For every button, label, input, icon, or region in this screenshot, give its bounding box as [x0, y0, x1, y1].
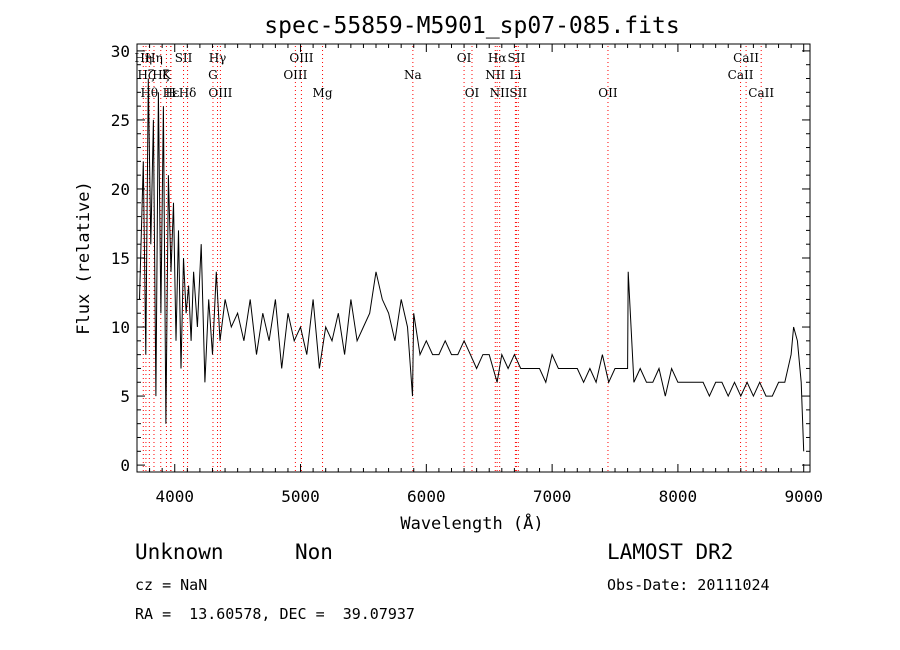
line-marker-label: SII	[175, 51, 193, 65]
x-tick-label: 5000	[281, 487, 320, 506]
line-marker-label: CaII	[728, 68, 754, 82]
x-tick-label: 4000	[155, 487, 194, 506]
line-marker-label: CaII	[733, 51, 759, 65]
coordinates: RA = 13.60578, DEC = 39.07937	[135, 605, 415, 623]
line-marker-label: OIII	[283, 68, 307, 82]
line-marker-label: Hα	[488, 51, 507, 65]
line-marker-label: OII	[598, 86, 618, 100]
y-axis-ticks: 0 5 10 15 20 25 30	[111, 42, 810, 475]
x-tick-label: 6000	[407, 487, 446, 506]
line-marker-label: Li	[509, 68, 521, 82]
line-marker-label: Na	[404, 68, 422, 82]
y-tick-label: 20	[111, 180, 130, 199]
subclass-label: Non	[295, 540, 333, 564]
line-marker-label: Mg	[313, 86, 333, 100]
line-marker-label: Hη	[134, 51, 152, 65]
line-marker-label: OIII	[208, 86, 232, 100]
x-axis-label: Wavelength (Å)	[400, 512, 543, 534]
x-tick-label: 9000	[784, 487, 823, 506]
y-tick-label: 10	[111, 318, 130, 337]
x-tick-label: 7000	[533, 487, 572, 506]
line-marker-label: Hγ	[209, 51, 227, 65]
y-tick-label: 25	[111, 111, 130, 130]
line-marker-label: Hε	[163, 86, 180, 100]
line-marker-label: OI	[457, 51, 472, 65]
survey-label: LAMOST DR2	[607, 540, 734, 564]
emission-line-labels: HηHζHθHηHζKHHεSIIHδGHγOIIIOIIIOIIIMgNaOI…	[134, 51, 774, 100]
line-marker-label: NII	[485, 68, 505, 82]
emission-line-markers	[142, 46, 762, 472]
plot-frame	[136, 43, 811, 473]
y-tick-label: 15	[111, 249, 130, 268]
line-marker-label: G	[208, 68, 218, 82]
y-axis-label: Flux (relative)	[74, 181, 94, 335]
line-marker-label: OIII	[289, 51, 313, 65]
line-marker-label: H	[165, 86, 175, 100]
line-marker-label: Hζ	[152, 68, 169, 82]
obs-date: Obs-Date: 20111024	[607, 576, 770, 594]
line-marker-label: CaII	[748, 86, 774, 100]
chart-title: spec-55859-M5901_sp07-085.fits	[264, 13, 679, 39]
y-tick-label: 0	[120, 456, 130, 475]
line-marker-label: SII	[508, 51, 526, 65]
x-tick-label: 8000	[659, 487, 698, 506]
y-tick-label: 30	[111, 42, 130, 61]
line-marker-label: Hδ	[179, 86, 197, 100]
line-marker-label: Hζ	[137, 68, 154, 82]
y-tick-label: 5	[120, 387, 130, 406]
line-marker-label: NII	[490, 86, 510, 100]
class-label: Unknown	[135, 540, 224, 564]
spectrum-line	[139, 78, 805, 452]
line-marker-label: K	[162, 68, 172, 82]
line-marker-label: Hη	[145, 51, 163, 65]
line-marker-label: OI	[465, 86, 480, 100]
x-axis-ticks: 4000 5000 6000 7000 8000 9000	[149, 44, 823, 506]
line-marker-label: Hθ	[140, 86, 158, 100]
cz-value: cz = NaN	[135, 576, 208, 594]
line-marker-label: SII	[509, 86, 527, 100]
